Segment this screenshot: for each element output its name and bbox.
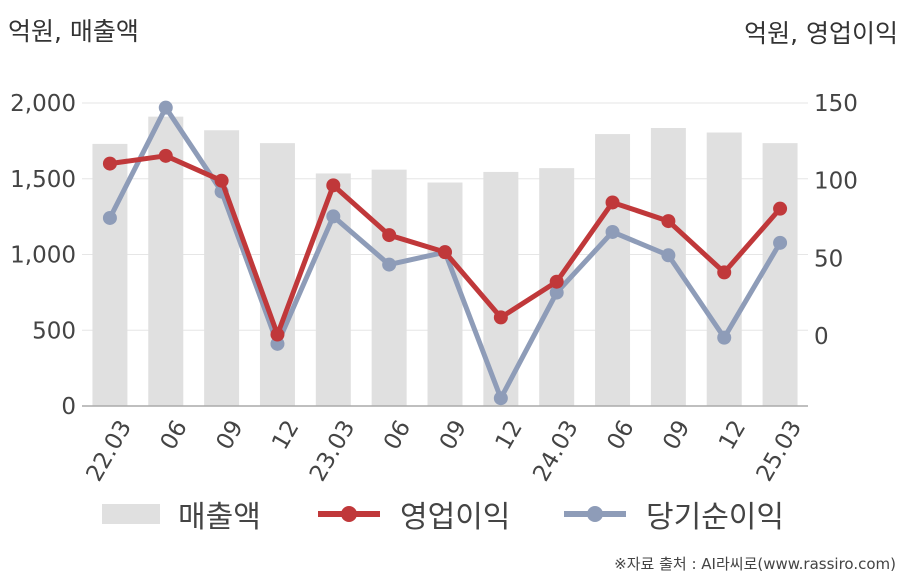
right-axis-unit: 억원, 영업이익 bbox=[744, 19, 898, 48]
net-income-point bbox=[773, 235, 788, 250]
net-income-point bbox=[382, 257, 397, 272]
net-income-point bbox=[158, 100, 173, 115]
left-axis-unit: 억원, 매출액 bbox=[8, 17, 139, 46]
x-tick-label: 25.03 bbox=[752, 416, 807, 486]
operating-profit-point bbox=[214, 173, 229, 188]
legend-swatch-net-income bbox=[564, 506, 626, 522]
x-tick-label: 06 bbox=[156, 416, 193, 454]
net-income-point bbox=[717, 330, 732, 345]
y-left-tick-label: 2,000 bbox=[10, 91, 76, 117]
legend-label-revenue: 매출액 bbox=[178, 500, 261, 535]
revenue-bar bbox=[427, 182, 463, 406]
y-left-tick-label: 0 bbox=[61, 394, 76, 420]
y-right-tick-label: 150 bbox=[814, 91, 858, 117]
operating-profit-point bbox=[549, 274, 564, 289]
revenue-bar bbox=[762, 143, 798, 406]
revenue-bar bbox=[595, 134, 631, 406]
legend-label-net-income: 당기순이익 bbox=[646, 500, 784, 535]
x-tick-label: 09 bbox=[212, 416, 249, 454]
revenue-bar bbox=[259, 143, 295, 406]
revenue-bar bbox=[371, 169, 407, 406]
operating-profit-point bbox=[661, 214, 676, 229]
y-right-tick-label: 50 bbox=[814, 246, 843, 272]
legend: 매출액 영업이익 당기순이익 bbox=[0, 492, 908, 536]
y-right-tick-label: 100 bbox=[814, 169, 858, 195]
x-tick-label: 09 bbox=[658, 416, 695, 454]
x-tick-label: 12 bbox=[491, 416, 528, 454]
y-left-tick-label: 1,000 bbox=[10, 243, 76, 269]
operating-profit-point bbox=[773, 201, 788, 216]
legend-item-revenue: 매출액 bbox=[102, 492, 261, 536]
operating-profit-point bbox=[158, 148, 173, 163]
legend-item-operating-profit: 영업이익 bbox=[316, 492, 510, 536]
operating-profit-point bbox=[102, 156, 117, 171]
y-right-tick-label: 0 bbox=[814, 324, 829, 350]
x-tick-label: 06 bbox=[379, 416, 416, 454]
revenue-bar bbox=[148, 116, 184, 406]
x-tick-label: 12 bbox=[267, 416, 304, 454]
x-tick-label: 09 bbox=[435, 416, 472, 454]
net-income-point bbox=[493, 391, 508, 406]
operating-profit-point bbox=[382, 228, 397, 243]
operating-profit-point bbox=[438, 245, 452, 260]
revenue-bar bbox=[315, 173, 351, 406]
x-tick-label: 22.03 bbox=[82, 416, 137, 486]
legend-swatch-operating-profit bbox=[318, 506, 380, 522]
legend-label-operating-profit: 영업이익 bbox=[400, 500, 511, 535]
x-tick-label: 24.03 bbox=[528, 416, 583, 486]
source-note: ※자료 출처 : AI라씨로(www.rassiro.com) bbox=[614, 555, 896, 573]
y-left-tick-label: 1,500 bbox=[10, 167, 76, 193]
x-tick-label: 06 bbox=[602, 416, 639, 454]
x-tick-label: 23.03 bbox=[305, 416, 360, 486]
y-left-tick-label: 500 bbox=[32, 318, 76, 344]
legend-item-net-income: 당기순이익 bbox=[562, 492, 784, 536]
operating-profit-point bbox=[717, 265, 732, 280]
operating-profit-point bbox=[270, 327, 285, 342]
net-income-point bbox=[326, 209, 341, 224]
net-income-point bbox=[661, 248, 676, 263]
net-income-point bbox=[549, 285, 564, 300]
revenue-bar bbox=[650, 127, 686, 406]
operating-profit-point bbox=[493, 310, 508, 325]
net-income-point bbox=[605, 224, 620, 239]
operating-profit-point bbox=[605, 195, 620, 210]
x-tick-label: 12 bbox=[714, 416, 751, 454]
operating-profit-point bbox=[326, 178, 341, 193]
net-income-point bbox=[102, 210, 117, 225]
legend-swatch-revenue bbox=[102, 504, 160, 524]
revenue-bar bbox=[92, 143, 128, 406]
